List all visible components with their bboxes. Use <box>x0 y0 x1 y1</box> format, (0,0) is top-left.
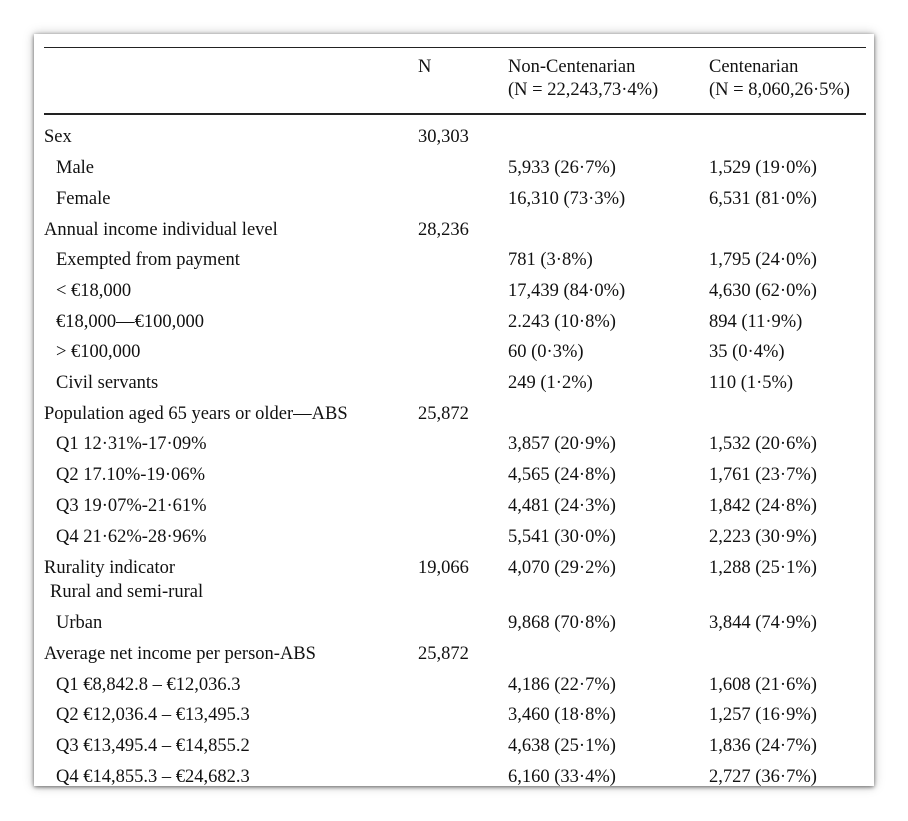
row-label: Female <box>56 189 111 209</box>
table-header-rule <box>44 113 866 115</box>
row-centenarian: 1,761 (23·7%) <box>709 465 817 485</box>
row-label: Rurality indicator <box>44 558 176 578</box>
row-non-centenarian: 3,857 (20·9%) <box>508 434 616 454</box>
table-row: < €18,000 17,439 (84·0%) 4,630 (62·0%) <box>34 280 874 310</box>
table-row: > €100,000 60 (0·3%) 35 (0·4%) <box>34 341 874 371</box>
row-centenarian: 4,630 (62·0%) <box>709 281 817 301</box>
header-centenarian-title: Centenarian <box>709 57 799 77</box>
row-label: Q1 €8,842.8 – €12,036.3 <box>56 675 241 695</box>
table-row: Q1 12·31%-17·09% 3,857 (20·9%) 1,532 (20·6… <box>34 433 874 463</box>
table-top-rule <box>44 47 866 48</box>
row-label: Q4 €14,855.3 – €24,682.3 <box>56 767 250 787</box>
row-non-centenarian: 60 (0·3%) <box>508 342 584 362</box>
row-label: Annual income individual level <box>44 220 278 240</box>
table-row: Average net income per person-ABS 25,872 <box>34 643 874 673</box>
row-non-centenarian: 249 (1·2%) <box>508 373 593 393</box>
row-centenarian: 1,532 (20·6%) <box>709 434 817 454</box>
row-centenarian: 110 (1·5%) <box>709 373 794 393</box>
row-n: 25,872 <box>418 404 469 424</box>
table-card: N Non-Centenarian (N = 22,243,73·4%) Cen… <box>34 34 874 787</box>
row-non-centenarian: 9,868 (70·8%) <box>508 613 616 633</box>
row-centenarian: 1,608 (21·6%) <box>709 675 817 695</box>
row-n: 25,872 <box>418 644 469 664</box>
row-non-centenarian: 4,481 (24·3%) <box>508 496 616 516</box>
row-centenarian: 1,795 (24·0%) <box>709 250 817 270</box>
row-non-centenarian: 781 (3·8%) <box>508 250 593 270</box>
row-label: Q2 17.10%-19·06% <box>56 465 206 485</box>
row-centenarian: 2,727 (36·7%) <box>709 767 817 787</box>
table-row: Q2 17.10%-19·06% 4,565 (24·8%) 1,761 (23·7… <box>34 464 874 494</box>
table-row: Urban 9,868 (70·8%) 3,844 (74·9%) <box>34 612 874 642</box>
row-label: Exempted from payment <box>56 250 240 270</box>
row-non-centenarian: 2.243 (10·8%) <box>508 312 616 332</box>
row-non-centenarian: 17,439 (84·0%) <box>508 281 626 301</box>
header-centenarian-count: (N = 8,060,26·5%) <box>709 80 850 100</box>
row-non-centenarian: 4,186 (22·7%) <box>508 675 616 695</box>
header-n: N <box>418 57 432 77</box>
header-centenarian: Centenarian (N = 8,060,26·5%) <box>709 56 850 102</box>
table-row: Population aged 65 years or older—ABS 25,… <box>34 403 874 433</box>
header-non-centenarian-title: Non-Centenarian <box>508 57 636 77</box>
row-non-centenarian: 6,160 (33·4%) <box>508 767 616 787</box>
row-label: Q1 12·31%-17·09% <box>56 434 207 454</box>
row-centenarian: 35 (0·4%) <box>709 342 785 362</box>
row-non-centenarian: 4,565 (24·8%) <box>508 465 616 485</box>
row-centenarian: 1,288 (25·1%) <box>709 558 817 578</box>
row-label: Urban <box>56 613 103 633</box>
table-row: Q4 €14,855.3 – €24,682.3 6,160 (33·4%) 2,7… <box>34 766 874 796</box>
table-row: Sex 30,303 <box>34 126 874 156</box>
row-label: Civil servants <box>56 373 159 393</box>
header-non-centenarian: Non-Centenarian (N = 22,243,73·4%) <box>508 56 658 102</box>
header-non-centenarian-count: (N = 22,243,73·4%) <box>508 80 659 100</box>
row-label: Q2 €12,036.4 – €13,495.3 <box>56 705 250 725</box>
row-non-centenarian: 5,541 (30·0%) <box>508 527 616 547</box>
row-centenarian: 1,529 (19·0%) <box>709 158 817 178</box>
row-n: 28,236 <box>418 220 469 240</box>
table-row: Q2 €12,036.4 – €13,495.3 3,460 (18·8%) 1,2… <box>34 704 874 734</box>
table-row: Rurality indicator 19,066 4,070 (29·2%) 1,2… <box>34 557 874 587</box>
row-label: > €100,000 <box>56 342 141 362</box>
row-label: Q3 €13,495.4 – €14,855.2 <box>56 736 250 756</box>
row-label: Male <box>56 158 95 178</box>
row-centenarian: 894 (11·9%) <box>709 312 803 332</box>
table-row: Q1 €8,842.8 – €12,036.3 4,186 (22·7%) 1,60… <box>34 674 874 704</box>
row-non-centenarian: 3,460 (18·8%) <box>508 705 616 725</box>
row-label: Average net income per person-ABS <box>44 644 316 664</box>
row-label: €18,000—€100,000 <box>56 312 204 332</box>
row-label: Population aged 65 years or older—ABS <box>44 404 348 424</box>
table-row: Q3 €13,495.4 – €14,855.2 4,638 (25·1%) 1,8… <box>34 735 874 765</box>
table-row: €18,000—€100,000 2.243 (10·8%) 894 (11·9%) <box>34 311 874 341</box>
row-non-centenarian: 4,638 (25·1%) <box>508 736 616 756</box>
table-row: Q3 19·07%-21·61% 4,481 (24·3%) 1,842 (24·8… <box>34 495 874 525</box>
table-row: Exempted from payment 781 (3·8%) 1,795 (24… <box>34 249 874 279</box>
row-label: Sex <box>44 127 72 147</box>
row-label: Q3 19·07%-21·61% <box>56 496 207 516</box>
row-n: 30,303 <box>418 127 469 147</box>
row-n: 19,066 <box>418 558 469 578</box>
row-non-centenarian: 5,933 (26·7%) <box>508 158 616 178</box>
table-row: Q4 21·62%-28·96% 5,541 (30·0%) 2,223 (30·9… <box>34 526 874 556</box>
row-centenarian: 1,257 (16·9%) <box>709 705 817 725</box>
table-row: Male 5,933 (26·7%) 1,529 (19·0%) <box>34 157 874 187</box>
row-label: < €18,000 <box>56 281 132 301</box>
row-centenarian: 1,842 (24·8%) <box>709 496 817 516</box>
row-label: Q4 21·62%-28·96% <box>56 527 207 547</box>
table-row: Female 16,310 (73·3%) 6,531 (81·0%) <box>34 188 874 218</box>
row-centenarian: 6,531 (81·0%) <box>709 189 817 209</box>
table-row: Annual income individual level 28,236 <box>34 219 874 249</box>
row-centenarian: 2,223 (30·9%) <box>709 527 817 547</box>
row-centenarian: 3,844 (74·9%) <box>709 613 817 633</box>
rurality-sublabel: Rural and semi-rural <box>50 582 204 602</box>
row-non-centenarian: 16,310 (73·3%) <box>508 189 626 209</box>
row-centenarian: 1,836 (24·7%) <box>709 736 817 756</box>
table-row: Civil servants 249 (1·2%) 110 (1·5%) <box>34 372 874 402</box>
row-non-centenarian: 4,070 (29·2%) <box>508 558 616 578</box>
